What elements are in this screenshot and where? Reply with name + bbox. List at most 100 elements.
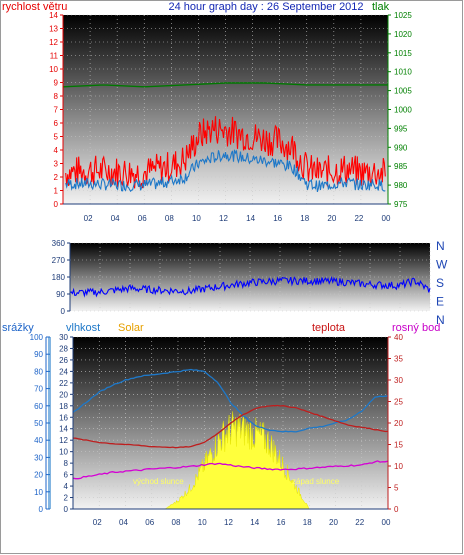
pressure-y-tick-label: 1005 <box>394 87 412 96</box>
dew-point-line <box>72 460 389 480</box>
temperature-line <box>72 404 389 449</box>
solar-axis-title: Solar <box>118 322 144 334</box>
humidity-solar-y-tick-label: 28 <box>59 344 68 353</box>
pressure-y-tick-label: 1000 <box>394 106 412 115</box>
temperature-axis-title: teplota <box>312 322 346 334</box>
humidity-axis-title: vlhkost <box>66 322 100 334</box>
wind-x-tick-label: 06 <box>138 214 147 223</box>
wind-average-line <box>65 149 386 193</box>
humidity-solar-y-tick-label: 10 <box>59 448 68 457</box>
temperature-y-tick-label: 0 <box>394 505 399 514</box>
wind-y-tick-label: 13 <box>49 25 58 34</box>
humidity-solar-y-tick-label: 24 <box>59 367 68 376</box>
wind-x-tick-label: 08 <box>165 214 174 223</box>
climate-x-tick-label: 18 <box>303 518 312 527</box>
climate-x-tick-label: 08 <box>172 518 181 527</box>
temperature-y-tick-label: 30 <box>394 376 403 385</box>
wind-x-tick-label: 02 <box>84 214 93 223</box>
rain-y-tick-label: 20 <box>34 471 43 480</box>
climate-x-tick-label: 20 <box>329 518 338 527</box>
direction-y-tick-label: 180 <box>52 273 66 282</box>
rain-y-tick-label: 30 <box>34 453 43 462</box>
temperature-y-tick-label: 20 <box>394 419 403 428</box>
rain-y-tick-label: 0 <box>39 505 44 514</box>
wind-x-tick-label: 04 <box>111 214 120 223</box>
humidity-solar-y-tick-label: 18 <box>59 402 68 411</box>
rain-y-tick-label: 60 <box>34 402 43 411</box>
pressure-y-tick-label: 985 <box>394 162 408 171</box>
temperature-y-tick-label: 15 <box>394 441 403 450</box>
humidity-solar-y-tick-label: 2 <box>64 494 69 503</box>
pressure-y-tick-label: 1015 <box>394 49 412 58</box>
rain-axis-title: srážky <box>2 322 34 334</box>
wind-y-tick-label: 10 <box>49 65 58 74</box>
direction-compass-label: N <box>436 313 445 327</box>
dew-point-axis-title: rosný bod <box>392 322 440 334</box>
direction-y-tick-label: 270 <box>52 256 66 265</box>
wind-y-tick-label: 14 <box>49 11 58 20</box>
rain-y-tick-label: 100 <box>30 333 44 342</box>
wind-x-tick-label: 00 <box>382 214 391 223</box>
wind-y-tick-label: 6 <box>54 119 59 128</box>
climate-x-tick-label: 04 <box>119 518 128 527</box>
climate-x-tick-label: 02 <box>93 518 102 527</box>
temperature-y-tick-label: 10 <box>394 462 403 471</box>
direction-compass-label: W <box>436 258 448 272</box>
rain-y-tick-label: 10 <box>34 488 43 497</box>
wind-y-tick-label: 11 <box>50 52 59 61</box>
pressure-y-tick-label: 1020 <box>394 30 412 39</box>
wind-y-tick-label: 9 <box>54 79 59 88</box>
sunrise-annotation: východ slunce <box>133 477 184 486</box>
wind-y-tick-label: 8 <box>54 92 59 101</box>
rain-y-tick-label: 50 <box>34 419 43 428</box>
wind-y-tick-label: 5 <box>54 133 59 142</box>
humidity-solar-y-tick-label: 22 <box>59 379 68 388</box>
climate-x-tick-label: 10 <box>198 518 207 527</box>
climate-x-tick-label: 00 <box>382 518 391 527</box>
direction-compass-label: S <box>436 276 444 290</box>
humidity-solar-y-tick-label: 0 <box>64 505 69 514</box>
wind-y-tick-label: 12 <box>49 38 58 47</box>
humidity-solar-y-tick-label: 8 <box>64 459 69 468</box>
climate-x-tick-label: 22 <box>355 518 364 527</box>
rain-y-tick-label: 70 <box>34 385 43 394</box>
pressure-y-tick-label: 1010 <box>394 68 412 77</box>
humidity-solar-y-tick-label: 26 <box>59 356 68 365</box>
pressure-y-tick-label: 1025 <box>394 11 412 20</box>
wind-x-tick-label: 18 <box>300 214 309 223</box>
humidity-solar-y-tick-label: 30 <box>59 333 68 342</box>
wind-x-tick-label: 20 <box>327 214 336 223</box>
humidity-line <box>72 368 389 433</box>
direction-y-tick-label: 0 <box>61 307 66 316</box>
temperature-y-tick-label: 5 <box>394 484 399 493</box>
wind-x-tick-label: 22 <box>354 214 363 223</box>
temperature-y-tick-label: 40 <box>394 333 403 342</box>
rain-scale-bar <box>48 337 51 509</box>
direction-compass-label: E <box>436 295 444 309</box>
wind-y-tick-label: 1 <box>54 187 59 196</box>
rain-y-tick-label: 80 <box>34 367 43 376</box>
wind-axis-title: rychlost větru <box>2 1 67 13</box>
wind-y-tick-label: 0 <box>54 200 59 209</box>
wind-y-tick-label: 4 <box>54 146 59 155</box>
wind-x-tick-label: 10 <box>192 214 201 223</box>
humidity-solar-y-tick-label: 14 <box>59 425 68 434</box>
humidity-solar-y-tick-label: 4 <box>64 482 69 491</box>
rain-y-tick-label: 90 <box>34 350 43 359</box>
wind-x-tick-label: 12 <box>219 214 228 223</box>
chart-title: 24 hour graph day : 26 September 2012 <box>168 1 363 13</box>
pressure-y-tick-label: 975 <box>394 200 408 209</box>
pressure-y-tick-label: 995 <box>394 124 408 133</box>
pressure-y-tick-label: 980 <box>394 181 408 190</box>
wind-y-tick-label: 3 <box>54 160 59 169</box>
humidity-solar-y-tick-label: 12 <box>59 436 68 445</box>
direction-y-tick-label: 360 <box>52 239 66 248</box>
humidity-solar-y-tick-label: 16 <box>59 413 68 422</box>
direction-y-tick-label: 90 <box>56 290 65 299</box>
pressure-y-tick-label: 990 <box>394 143 408 152</box>
climate-x-tick-label: 14 <box>250 518 259 527</box>
wind-y-tick-label: 7 <box>54 106 59 115</box>
wind-direction-line <box>69 275 431 298</box>
